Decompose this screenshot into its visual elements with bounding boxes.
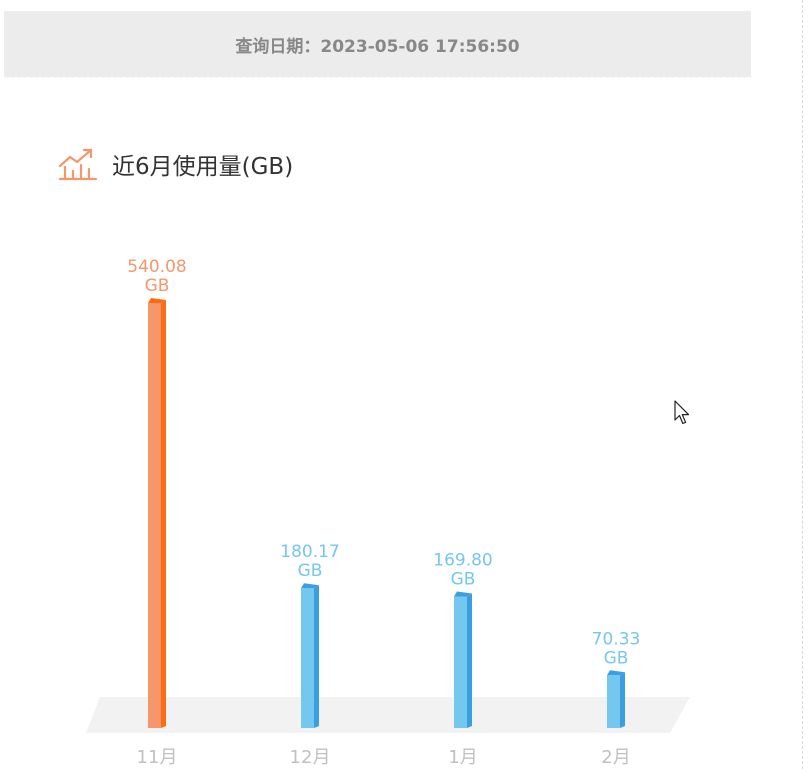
query-date-header: 查询日期：2023-05-06 17:56:50 bbox=[4, 11, 751, 77]
bar-front-face bbox=[301, 588, 314, 728]
bar-value-label: 540.08 bbox=[127, 257, 186, 277]
chart-floor bbox=[86, 697, 690, 733]
bar-side-face bbox=[314, 585, 319, 728]
bar-side-face bbox=[161, 300, 166, 728]
bar-top-face bbox=[148, 298, 166, 303]
bar-unit-label: GB bbox=[298, 561, 323, 581]
right-divider bbox=[802, 0, 803, 769]
x-axis-tick-label: 12月 bbox=[290, 747, 331, 768]
bar-value-label: 70.33 bbox=[592, 629, 641, 649]
usage-section-title: 近6月使用量(GB) bbox=[58, 146, 293, 182]
chart-bar-1 bbox=[301, 583, 319, 728]
usage-bar-chart: 540.08GB11月180.17GB12月169.80GB1月70.33GB2… bbox=[86, 257, 690, 768]
bar-value-label: 169.80 bbox=[433, 550, 492, 570]
x-axis-tick-label: 11月 bbox=[137, 747, 178, 768]
bar-value-label: 180.17 bbox=[280, 542, 339, 562]
chart-trend-icon bbox=[58, 148, 98, 181]
bar-front-face bbox=[148, 303, 161, 728]
chart-bar-2 bbox=[454, 591, 472, 728]
chart-bar-0 bbox=[148, 298, 166, 728]
section-title-text: 近6月使用量(GB) bbox=[112, 154, 294, 180]
bar-unit-label: GB bbox=[145, 276, 170, 296]
header-serrated-edge bbox=[4, 75, 751, 79]
bar-unit-label: GB bbox=[451, 569, 476, 589]
bar-top-face bbox=[301, 583, 319, 589]
chart-bar-3 bbox=[607, 670, 625, 728]
bar-front-face bbox=[607, 675, 620, 728]
query-date-text: 查询日期：2023-05-06 17:56:50 bbox=[235, 36, 520, 57]
bar-side-face bbox=[620, 672, 625, 728]
x-axis-tick-label: 1月 bbox=[448, 747, 477, 768]
bar-side-face bbox=[467, 593, 472, 728]
bar-top-face bbox=[454, 591, 472, 597]
bar-unit-label: GB bbox=[604, 648, 629, 668]
mouse-cursor-icon bbox=[674, 400, 690, 425]
x-axis-tick-label: 2月 bbox=[601, 747, 630, 768]
bar-front-face bbox=[454, 596, 467, 728]
bar-top-face bbox=[607, 670, 625, 676]
